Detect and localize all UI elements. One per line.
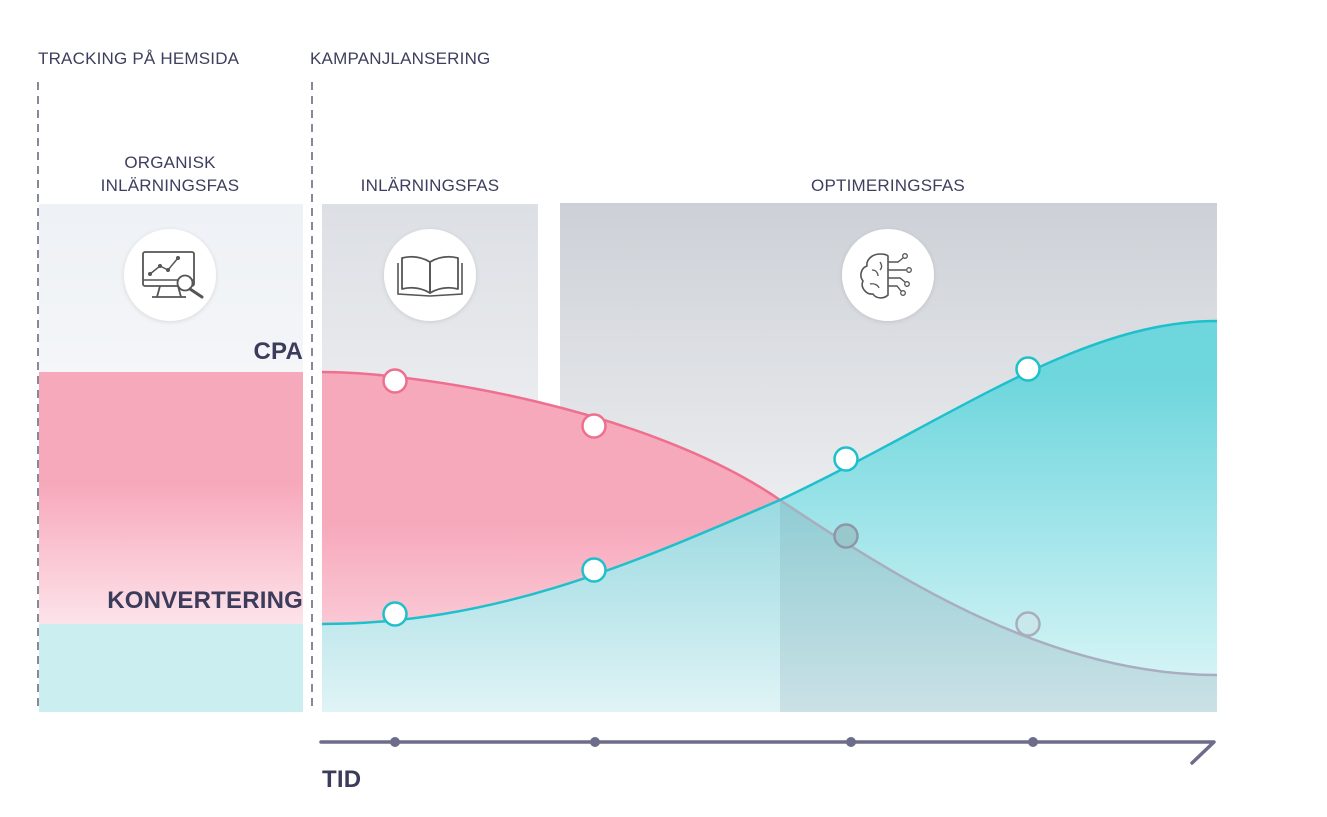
time-axis <box>319 740 1216 765</box>
conversion-point-1 <box>382 601 408 627</box>
conversion-series-label: KONVERTERING <box>107 587 303 614</box>
cpa-point-1 <box>382 368 408 394</box>
cpa-point-4 <box>1015 611 1041 637</box>
brain-network-icon <box>842 229 934 321</box>
conversion-line <box>321 319 1218 626</box>
cpa-baseline-area <box>39 372 303 624</box>
tracking-milestone-label: TRACKING PÅ HEMSIDA <box>38 49 240 68</box>
conversion-point-2 <box>581 557 607 583</box>
organic-phase-title-line1: ORGANISK <box>124 153 216 172</box>
time-tick-2 <box>590 737 600 747</box>
launch-milestone-label: KAMPANJLANSERING <box>310 49 491 68</box>
analytics-monitor-icon <box>124 229 216 321</box>
cpa-line <box>321 370 781 502</box>
time-axis-label: TID <box>322 766 362 793</box>
conversion-point-4 <box>1015 356 1041 382</box>
conversion-baseline-area <box>39 624 303 712</box>
book-icon <box>384 229 476 321</box>
learning-phase-title: INLÄRNINGSFAS <box>360 176 500 195</box>
organic-phase-title-line2: INLÄRNINGSFAS <box>100 176 240 195</box>
cpa-line-faded <box>779 498 1218 677</box>
conversion-point-3 <box>833 446 859 472</box>
conversion-area <box>322 321 1217 712</box>
cpa-point-2 <box>581 413 607 439</box>
cpa-series-label: CPA <box>253 338 303 365</box>
overlap-area <box>780 500 1217 712</box>
time-tick-1 <box>390 737 400 747</box>
time-tick-3 <box>846 737 856 747</box>
cpa-point-3 <box>833 523 859 549</box>
optimization-phase-title: OPTIMERINGSFAS <box>811 176 965 195</box>
time-tick-4 <box>1028 737 1038 747</box>
